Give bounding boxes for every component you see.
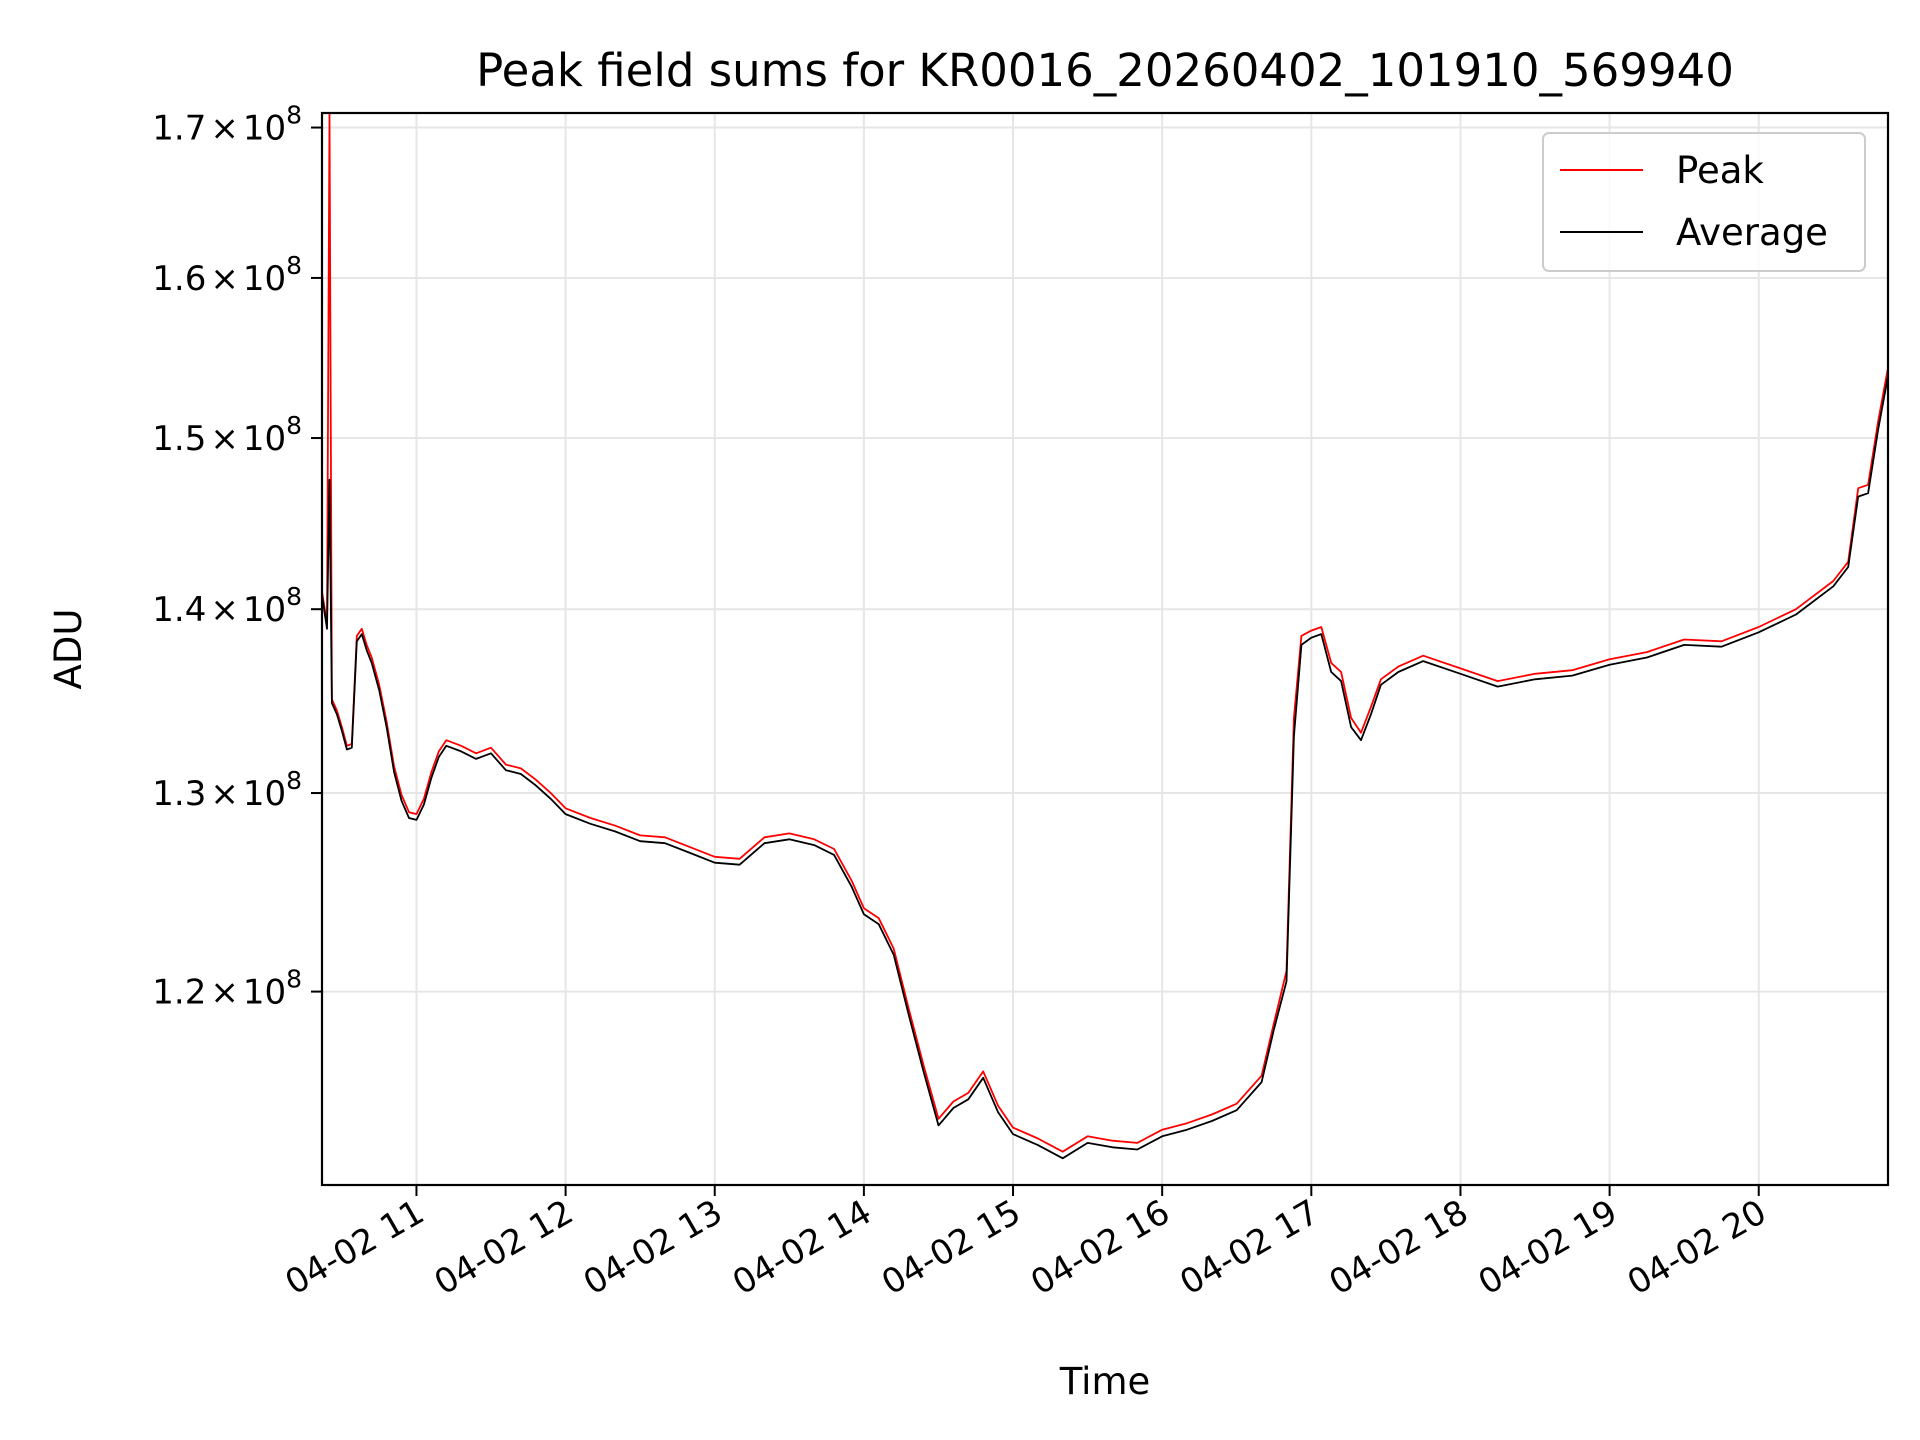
y-tick-exponent: 8 (286, 965, 302, 994)
y-tick-times: × (210, 774, 239, 814)
y-tick-mantissa: 1.6 (152, 259, 206, 299)
y-tick-mantissa: 1.4 (152, 590, 206, 630)
legend-label-peak: Peak (1676, 149, 1764, 192)
y-tick-times: × (210, 419, 239, 459)
series-line-average (322, 375, 1888, 1160)
y-tick-base: 10 (243, 590, 286, 630)
plot-series (322, 113, 1888, 1160)
chart-title: Peak field sums for KR0016_20260402_1019… (476, 44, 1734, 97)
y-tick-exponent: 8 (286, 251, 302, 280)
y-tick-label: 1.6 × 108 (152, 251, 302, 299)
y-tick-times: × (210, 590, 239, 630)
y-tick-base: 10 (243, 774, 286, 814)
legend: Peak Average (1542, 132, 1866, 272)
y-tick-exponent: 8 (286, 766, 302, 795)
y-tick-label: 1.3 × 108 (152, 766, 302, 814)
y-tick-base: 10 (243, 259, 286, 299)
y-tick-exponent: 8 (286, 101, 302, 130)
y-tick-base: 10 (243, 973, 286, 1013)
y-tick-mantissa: 1.3 (152, 774, 206, 814)
series-line-peak (322, 113, 1888, 1153)
y-tick-label: 1.2 × 108 (152, 965, 302, 1013)
y-tick-exponent: 8 (286, 411, 302, 440)
y-tick-times: × (210, 973, 239, 1013)
y-tick-mantissa: 1.2 (152, 973, 206, 1013)
y-tick-times: × (210, 109, 239, 149)
y-tick-mantissa: 1.7 (152, 109, 206, 149)
y-tick-label: 1.7 × 108 (152, 101, 302, 149)
legend-box (1542, 132, 1866, 272)
y-tick-exponent: 8 (286, 582, 302, 611)
x-axis-label: Time (1059, 1360, 1151, 1403)
y-tick-base: 10 (243, 109, 286, 149)
y-tick-times: × (210, 259, 239, 299)
plot-frame (320, 111, 1890, 1187)
legend-label-average: Average (1676, 211, 1828, 254)
y-tick-label: 1.5 × 108 (152, 411, 302, 459)
y-tick-label: 1.4 × 108 (152, 582, 302, 630)
y-axis-label: ADU (47, 609, 90, 690)
grid-lines (322, 113, 1888, 1185)
y-tick-mantissa: 1.5 (152, 419, 206, 459)
y-tick-base: 10 (243, 419, 286, 459)
